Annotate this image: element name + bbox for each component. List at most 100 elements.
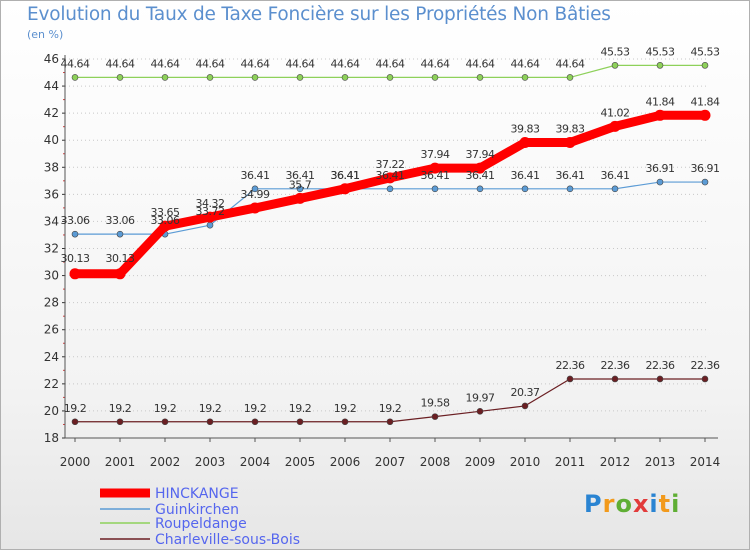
y-tick-label: 42 bbox=[44, 106, 59, 120]
y-tick-label: 24 bbox=[44, 350, 59, 364]
data-point bbox=[251, 185, 259, 193]
data-label: 44.64 bbox=[196, 57, 225, 70]
data-label: 36.41 bbox=[331, 169, 360, 182]
data-label: 36.41 bbox=[601, 169, 630, 182]
data-point bbox=[116, 74, 124, 81]
data-label: 44.64 bbox=[241, 57, 270, 70]
data-label: 39.83 bbox=[556, 123, 585, 136]
x-tick-label: 2006 bbox=[330, 455, 361, 469]
data-point bbox=[386, 418, 394, 426]
data-point bbox=[251, 74, 259, 81]
data-point bbox=[431, 185, 439, 193]
logo-letter: t bbox=[658, 490, 672, 518]
data-point bbox=[611, 185, 619, 193]
x-tick-label: 2013 bbox=[645, 455, 676, 469]
data-point bbox=[116, 418, 124, 426]
x-tick-label: 2012 bbox=[600, 455, 631, 469]
y-tick-label: 36 bbox=[44, 187, 59, 201]
x-tick-label: 2008 bbox=[420, 455, 451, 469]
data-label: 36.91 bbox=[646, 162, 675, 175]
chart-title: Evolution du Taux de Taxe Foncière sur l… bbox=[27, 4, 611, 25]
data-point bbox=[521, 402, 529, 410]
data-point bbox=[69, 268, 81, 280]
data-label: 33.06 bbox=[61, 214, 90, 227]
data-point bbox=[701, 375, 709, 383]
y-tick-label: 38 bbox=[44, 160, 59, 174]
data-label: 19.2 bbox=[334, 402, 357, 415]
data-label: 36.41 bbox=[466, 169, 495, 182]
data-point bbox=[249, 202, 261, 214]
axes: 18 20 22 24 26 28 30 32 34 36 38 40 42 44 46 2000 2001 20… bbox=[44, 52, 721, 469]
logo-letter: r bbox=[602, 490, 616, 518]
data-point bbox=[251, 418, 259, 426]
data-label: 19.2 bbox=[154, 402, 177, 415]
legend-label: Guinkirchen bbox=[155, 502, 239, 518]
data-label: 19.58 bbox=[421, 397, 450, 410]
data-label: 37.94 bbox=[466, 148, 495, 161]
data-point bbox=[114, 268, 126, 280]
data-point bbox=[566, 74, 574, 81]
y-axis-unit: (en %) bbox=[27, 28, 64, 41]
data-point bbox=[71, 74, 79, 81]
logo-letter: x bbox=[632, 490, 650, 518]
data-point bbox=[431, 413, 439, 420]
data-label: 22.36 bbox=[691, 359, 720, 372]
data-label: 36.41 bbox=[331, 169, 360, 182]
y-tick-label: 34 bbox=[44, 214, 59, 228]
data-point bbox=[71, 230, 79, 238]
data-label: 44.64 bbox=[61, 57, 90, 70]
legend-label: Roupeldange bbox=[155, 516, 247, 532]
data-label: 44.64 bbox=[466, 57, 495, 70]
data-point bbox=[476, 185, 484, 193]
data-point bbox=[206, 418, 214, 426]
data-label: 37.22 bbox=[376, 158, 405, 171]
data-label: 44.64 bbox=[106, 57, 135, 70]
data-label: 37.94 bbox=[421, 148, 450, 161]
y-tick-label: 32 bbox=[44, 242, 59, 256]
data-label: 44.64 bbox=[421, 57, 450, 70]
y-tick-label: 30 bbox=[44, 269, 59, 283]
data-label: 30.13 bbox=[61, 252, 90, 265]
data-point bbox=[654, 109, 666, 121]
y-tick-label: 28 bbox=[44, 296, 59, 310]
data-label: 19.2 bbox=[244, 402, 267, 415]
x-tick-label: 2000 bbox=[60, 455, 91, 469]
data-point bbox=[521, 74, 529, 81]
data-point bbox=[71, 418, 79, 426]
data-label: 36.91 bbox=[691, 162, 720, 175]
data-point bbox=[206, 221, 214, 229]
data-point bbox=[161, 74, 169, 81]
data-point bbox=[566, 185, 574, 193]
data-point bbox=[341, 74, 349, 81]
data-point bbox=[296, 418, 304, 426]
data-label: 22.36 bbox=[601, 359, 630, 372]
data-label: 33.72 bbox=[196, 205, 225, 218]
data-point bbox=[611, 62, 619, 69]
data-point bbox=[656, 178, 664, 186]
data-point bbox=[296, 185, 304, 193]
data-label: 20.37 bbox=[511, 386, 540, 399]
data-label: 45.53 bbox=[601, 45, 630, 58]
data-label: 19.2 bbox=[109, 402, 132, 415]
data-label: 36.41 bbox=[511, 169, 540, 182]
logo-letter: i bbox=[671, 490, 681, 518]
data-label: 36.41 bbox=[556, 169, 585, 182]
data-label: 33.65 bbox=[151, 206, 180, 219]
data-point bbox=[204, 211, 216, 223]
data-point bbox=[474, 162, 486, 174]
data-labels: 30.13 30.1333.6534.3234.9935.736.4137.223… bbox=[61, 45, 721, 415]
data-point bbox=[701, 178, 709, 186]
logo-letter: i bbox=[649, 490, 659, 518]
data-point bbox=[609, 120, 621, 132]
data-label: 33.06 bbox=[151, 214, 180, 227]
series-line-charleville-sous-bois bbox=[74, 378, 706, 423]
data-label: 19.2 bbox=[379, 402, 402, 415]
x-tick-label: 2010 bbox=[510, 455, 541, 469]
logo-letter: o bbox=[615, 490, 633, 518]
y-tick-label: 44 bbox=[44, 79, 59, 93]
x-tick-label: 2002 bbox=[150, 455, 181, 469]
data-label: 44.64 bbox=[286, 57, 315, 70]
series-layer bbox=[69, 62, 711, 426]
x-tick-label: 2011 bbox=[555, 455, 586, 469]
data-point bbox=[611, 375, 619, 383]
